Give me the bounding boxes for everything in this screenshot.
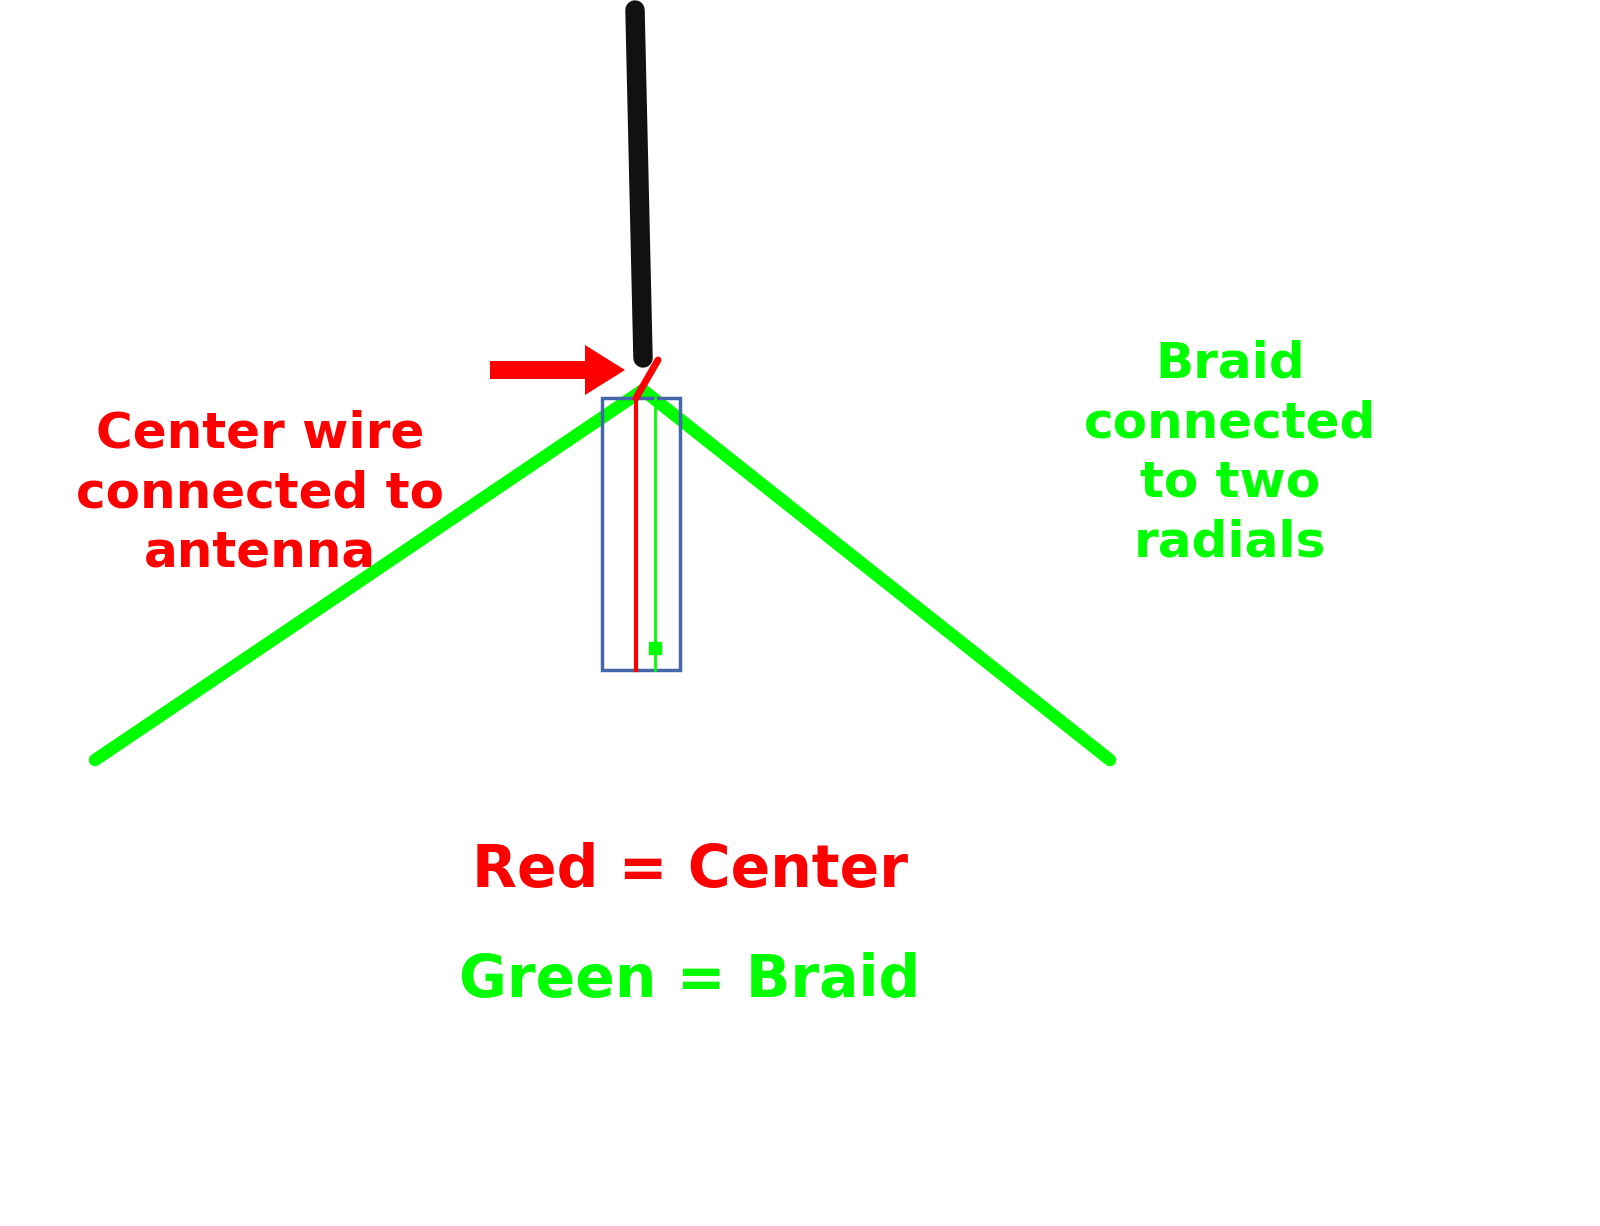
Text: Braid
connected
to two
radials: Braid connected to two radials — [1083, 340, 1376, 566]
Text: Center wire
connected to
antenna: Center wire connected to antenna — [77, 409, 445, 576]
Text: Red = Center: Red = Center — [472, 841, 909, 899]
Text: Green = Braid: Green = Braid — [459, 951, 920, 1009]
Polygon shape — [490, 345, 626, 395]
Bar — [602, 398, 680, 669]
